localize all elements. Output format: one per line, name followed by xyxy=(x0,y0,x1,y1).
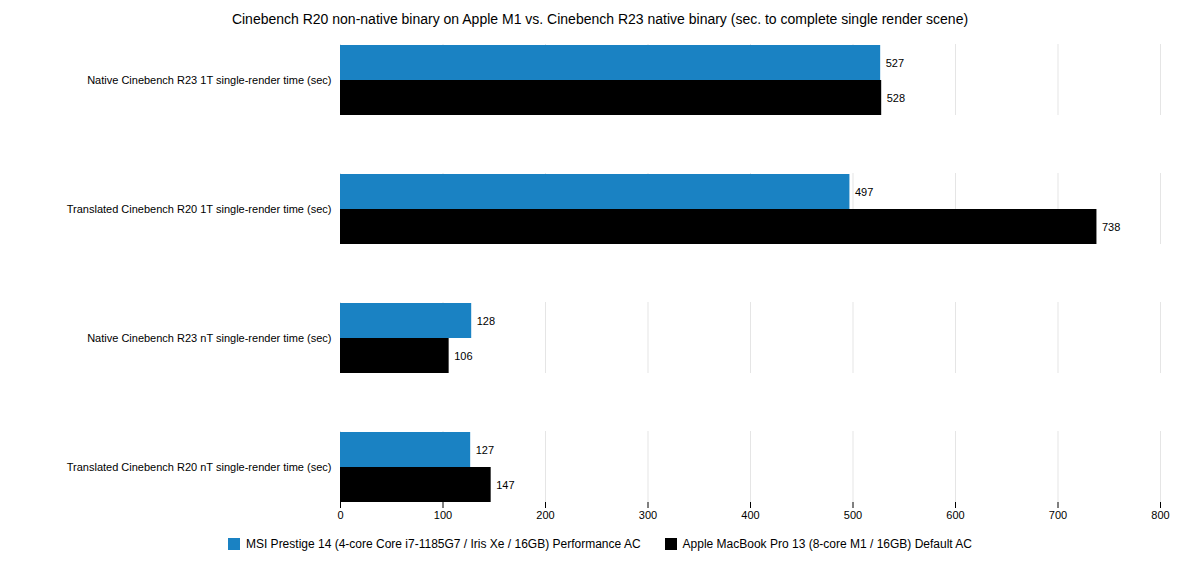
svg-text:106: 106 xyxy=(454,350,472,362)
svg-text:800: 800 xyxy=(1151,509,1169,521)
svg-text:0: 0 xyxy=(337,509,343,521)
svg-text:100: 100 xyxy=(434,509,452,521)
svg-text:200: 200 xyxy=(536,509,554,521)
svg-text:700: 700 xyxy=(1049,509,1067,521)
svg-text:128: 128 xyxy=(477,315,495,327)
svg-text:300: 300 xyxy=(639,509,657,521)
svg-text:400: 400 xyxy=(741,509,759,521)
svg-text:497: 497 xyxy=(855,186,873,198)
svg-text:500: 500 xyxy=(844,509,862,521)
svg-text:147: 147 xyxy=(496,479,514,491)
svg-text:528: 528 xyxy=(887,92,905,104)
svg-text:Translated Cinebench R20 nT si: Translated Cinebench R20 nT single-rende… xyxy=(67,461,332,473)
svg-text:600: 600 xyxy=(946,509,964,521)
svg-text:738: 738 xyxy=(1102,221,1120,233)
html-text:Apple MacBook Pro 13 (8-core M: Apple MacBook Pro 13 (8-core M1 / 16GB) … xyxy=(682,537,972,551)
svg-text:527: 527 xyxy=(886,57,904,69)
html-text:Cinebench R20 non-native binar: Cinebench R20 non-native binary on Apple… xyxy=(231,11,969,27)
svg-text:Native Cinebench R23 1T single: Native Cinebench R23 1T single-render ti… xyxy=(87,74,331,86)
svg-text:Translated Cinebench R20 1T si: Translated Cinebench R20 1T single-rende… xyxy=(67,203,332,215)
svg-text:Native Cinebench R23 nT single: Native Cinebench R23 nT single-render ti… xyxy=(87,332,331,344)
svg-text:127: 127 xyxy=(476,444,494,456)
html-text:MSI Prestige 14 (4-core Core i: MSI Prestige 14 (4-core Core i7-1185G7 /… xyxy=(246,537,641,551)
